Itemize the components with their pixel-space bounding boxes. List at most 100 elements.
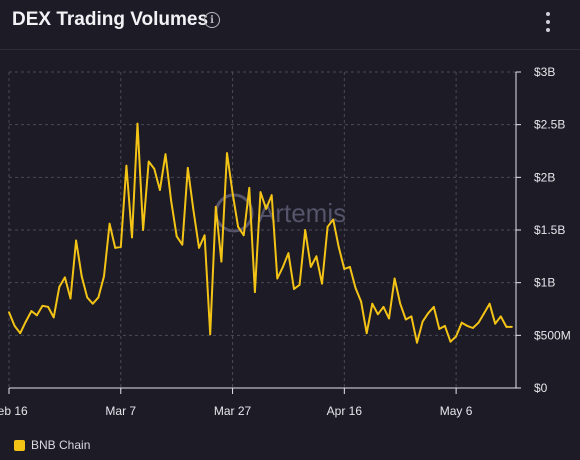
data-point	[80, 275, 83, 278]
data-point	[354, 287, 357, 289]
data-point	[432, 306, 435, 308]
chart-header: DEX Trading Volumes i	[0, 0, 580, 50]
data-point	[30, 310, 33, 312]
data-point	[304, 229, 307, 231]
data-point	[142, 229, 145, 231]
data-point	[337, 246, 340, 248]
data-point	[52, 316, 55, 319]
data-point	[203, 234, 206, 237]
data-point	[427, 312, 430, 315]
info-icon[interactable]: i	[204, 12, 220, 28]
data-point	[399, 302, 402, 305]
data-point	[58, 286, 61, 288]
x-tick-label: May 6	[440, 404, 473, 418]
data-point	[64, 276, 66, 279]
data-point	[349, 266, 351, 268]
data-point	[270, 194, 273, 197]
data-point	[75, 239, 77, 242]
data-point	[382, 306, 385, 308]
data-point	[147, 160, 150, 163]
data-point	[276, 277, 279, 280]
data-point	[377, 313, 379, 316]
data-point	[186, 167, 189, 169]
data-point	[488, 302, 491, 305]
data-point	[226, 152, 228, 154]
data-point	[119, 246, 122, 248]
data-point	[460, 321, 463, 324]
data-point	[192, 209, 195, 211]
data-point	[293, 288, 295, 290]
data-point	[125, 164, 128, 167]
data-point	[321, 282, 323, 285]
y-axis: $0 $500M $1B $1.5B $2B $2.5B $3B	[515, 65, 571, 395]
data-point	[97, 296, 100, 299]
data-point	[494, 322, 497, 325]
data-point	[472, 327, 474, 329]
data-point	[505, 326, 508, 328]
data-point	[466, 325, 469, 327]
data-point	[404, 318, 407, 321]
data-point	[108, 222, 111, 225]
data-point	[86, 296, 89, 299]
x-tick-label: Apr 16	[327, 404, 363, 418]
data-point	[421, 320, 424, 323]
data-point	[13, 325, 16, 327]
data-point	[47, 306, 49, 308]
data-point	[309, 266, 312, 268]
data-point	[69, 297, 72, 300]
data-point	[103, 275, 105, 278]
data-point	[231, 192, 234, 195]
legend-swatch	[14, 439, 25, 451]
data-point	[511, 326, 513, 328]
data-point	[181, 243, 184, 246]
data-point	[416, 341, 418, 344]
data-point	[153, 168, 156, 170]
legend[interactable]: BNB Chain	[14, 438, 90, 452]
data-point	[198, 247, 200, 249]
series-line-bnb-chain[interactable]	[8, 122, 512, 344]
data-point	[114, 247, 117, 249]
data-point	[259, 191, 262, 194]
data-point	[393, 277, 396, 280]
x-axis: Feb 16 Mar 7 Mar 27 Apr 16 May 6	[0, 387, 516, 418]
data-point	[282, 266, 284, 268]
chart-grid	[8, 71, 516, 388]
data-point	[371, 302, 374, 305]
x-tick-label: Mar 7	[105, 404, 136, 418]
y-tick-label: $0	[534, 381, 548, 395]
chart-title: DEX Trading Volumes	[12, 9, 209, 30]
data-point	[360, 300, 362, 303]
y-tick-label: $2B	[534, 170, 555, 184]
data-point	[237, 225, 240, 228]
data-point	[298, 283, 301, 286]
kebab-menu-icon[interactable]	[542, 12, 554, 32]
header-divider	[0, 49, 580, 50]
data-point	[315, 255, 318, 258]
data-point	[332, 218, 335, 221]
line-chart: Artemis $0$500M$1B$1.5B$2B$2.5B$3B Feb 1…	[0, 65, 571, 418]
y-tick-label: $1B	[534, 276, 555, 290]
data-point	[136, 122, 139, 125]
data-point	[410, 315, 413, 318]
data-point	[214, 205, 217, 208]
data-point	[8, 311, 10, 314]
data-point	[449, 340, 452, 343]
y-tick-label: $500M	[534, 328, 571, 342]
data-point	[170, 199, 173, 202]
data-point	[220, 260, 223, 263]
data-point	[483, 312, 485, 315]
data-point	[19, 332, 22, 335]
data-point	[36, 314, 38, 317]
data-point	[131, 236, 133, 239]
y-tick-label: $3B	[534, 65, 555, 79]
series-group	[8, 122, 513, 344]
data-point	[175, 235, 178, 238]
data-point	[365, 332, 368, 335]
data-point	[159, 189, 161, 191]
data-point	[254, 291, 256, 293]
data-point	[242, 234, 245, 237]
data-point	[444, 325, 446, 327]
data-point	[477, 321, 480, 324]
data-point	[41, 304, 44, 307]
data-point	[265, 208, 267, 210]
